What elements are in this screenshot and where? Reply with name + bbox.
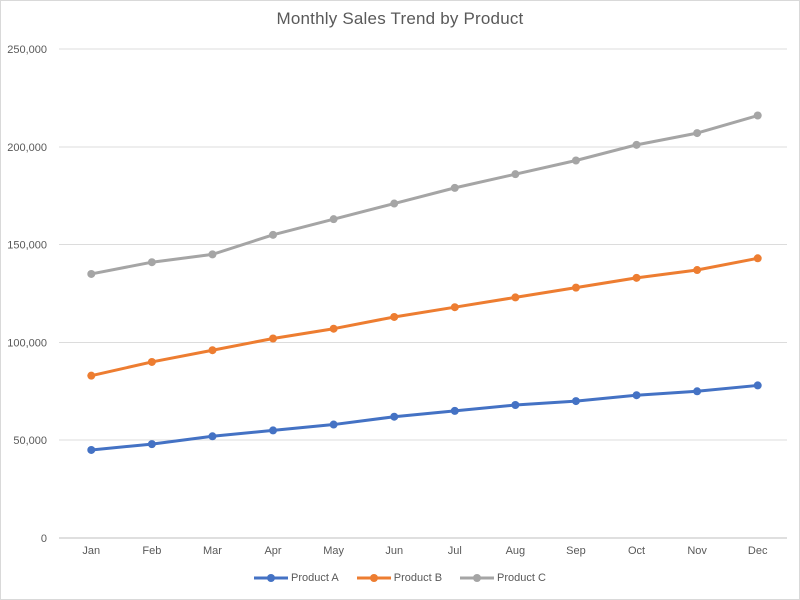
legend-item-label: Product B (393, 572, 443, 584)
data-point-product-b-sep[interactable] (571, 283, 580, 292)
data-point-product-a-jul[interactable] (450, 406, 459, 415)
data-point-product-a-may[interactable] (329, 420, 338, 429)
data-point-product-b-oct[interactable] (632, 273, 641, 282)
data-point-product-a-nov[interactable] (693, 387, 702, 396)
data-point-product-a-jun[interactable] (390, 412, 399, 421)
legend-item-product-c[interactable]: Product C (460, 572, 546, 584)
data-point-product-a-oct[interactable] (632, 391, 641, 400)
data-point-product-c-jul[interactable] (450, 183, 459, 192)
legend-item-label: Product A (291, 572, 339, 584)
legend-marker (473, 574, 482, 582)
data-point-product-c-oct[interactable] (632, 140, 641, 149)
data-point-product-b-jan[interactable] (87, 371, 96, 380)
data-point-product-a-apr[interactable] (269, 426, 278, 435)
x-axis-category-label: Apr (264, 545, 281, 557)
legend-swatch-icon (460, 574, 495, 582)
data-point-product-c-aug[interactable] (511, 170, 520, 179)
x-axis-category-label: Aug (506, 545, 526, 557)
x-axis-category-label: Dec (748, 545, 768, 557)
data-point-product-a-sep[interactable] (571, 397, 580, 406)
legend-item-product-b[interactable]: Product B (356, 572, 443, 584)
legend-item-label: Product C (497, 572, 546, 584)
x-axis-category-label: Nov (687, 545, 707, 557)
data-point-product-a-jan[interactable] (87, 445, 96, 454)
data-point-product-c-sep[interactable] (571, 156, 580, 165)
x-axis-category-label: May (323, 545, 344, 557)
legend-item-product-a[interactable]: Product A (254, 572, 339, 584)
data-point-product-a-feb[interactable] (147, 440, 156, 449)
data-point-product-a-aug[interactable] (511, 400, 520, 409)
series-line-product-a[interactable] (89, 383, 760, 452)
series-line-product-b[interactable] (89, 256, 760, 378)
data-point-product-b-jul[interactable] (450, 303, 459, 312)
data-point-product-b-jun[interactable] (390, 312, 399, 321)
legend-swatch-icon (254, 574, 289, 582)
legend-swatch-icon (356, 574, 391, 582)
data-point-product-c-jan[interactable] (87, 269, 96, 278)
data-point-product-c-feb[interactable] (147, 258, 156, 267)
data-point-product-b-dec[interactable] (753, 254, 762, 263)
x-axis-category-label: Jul (448, 545, 462, 557)
data-point-product-c-nov[interactable] (693, 129, 702, 138)
x-axis-category-label: Mar (203, 545, 222, 557)
data-point-product-c-may[interactable] (329, 215, 338, 224)
series-line-product-c[interactable] (89, 114, 760, 276)
data-point-product-c-dec[interactable] (753, 111, 762, 120)
y-axis-tick-label: 100,000 (7, 337, 47, 349)
data-point-product-b-mar[interactable] (208, 346, 217, 355)
y-axis-tick-label: 150,000 (7, 240, 47, 252)
data-point-product-a-dec[interactable] (753, 381, 762, 390)
data-point-product-a-mar[interactable] (208, 432, 217, 441)
y-axis-tick-label: 0 (41, 533, 47, 545)
data-point-product-b-nov[interactable] (693, 266, 702, 275)
data-point-product-c-jun[interactable] (390, 199, 399, 208)
data-point-product-b-apr[interactable] (269, 334, 278, 343)
legend-marker (369, 574, 378, 582)
y-axis-tick-label: 50,000 (13, 435, 47, 447)
chart-title[interactable]: Monthly Sales Trend by Product (276, 9, 524, 28)
y-axis-tick-label: 200,000 (7, 142, 47, 154)
x-axis-category-label: Oct (628, 545, 645, 557)
data-point-product-c-mar[interactable] (208, 250, 217, 259)
data-point-product-b-aug[interactable] (511, 293, 520, 302)
data-point-product-b-may[interactable] (329, 324, 338, 333)
y-axis-tick-label: 250,000 (7, 44, 47, 56)
data-point-product-b-feb[interactable] (147, 357, 156, 366)
legend-marker (267, 574, 276, 582)
x-axis-category-label: Jun (385, 545, 403, 557)
legend: Product A Product B Product C (1, 572, 799, 584)
x-axis-category-label: Sep (566, 545, 586, 557)
x-axis-category-label: Jan (82, 545, 100, 557)
data-point-product-c-apr[interactable] (269, 230, 278, 239)
x-axis-category-label: Feb (142, 545, 161, 557)
